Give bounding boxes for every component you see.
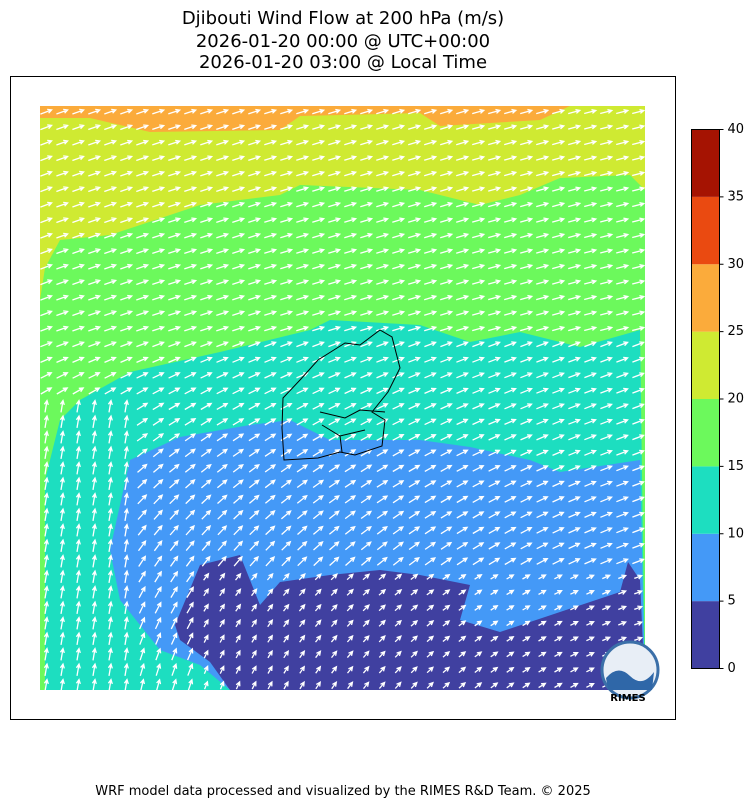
- wind-arrow-field: [40, 108, 645, 690]
- colorbar-segment: [691, 196, 720, 265]
- footer: WRF model data processed and visualized …: [95, 784, 591, 799]
- country-border: [281, 329, 401, 461]
- colorbar-tick-label: 35: [728, 189, 745, 204]
- map-frame: [10, 76, 676, 720]
- title-line: 2026-01-20 00:00 @ UTC+00:00: [196, 31, 490, 52]
- logo-wave: [606, 670, 654, 690]
- colorbar-tick-label: 0: [728, 661, 736, 676]
- logo-text: RIMES: [610, 693, 645, 704]
- colorbar-frame: [691, 129, 720, 669]
- colorbar-segment: [691, 264, 720, 332]
- colorbar: 0 5 10 15 20 25 30 35 40: [691, 122, 745, 676]
- colorbar-tick-label: 20: [728, 392, 745, 407]
- colorbar-tick-label: 5: [728, 594, 736, 609]
- colorbar-segment: [691, 533, 720, 602]
- title-line: 2026-01-20 03:00 @ Local Time: [199, 52, 487, 73]
- colorbar-segment: [691, 399, 720, 467]
- colorbar-segment: [691, 601, 720, 669]
- title-line: Djibouti Wind Flow at 200 hPa (m/s): [182, 8, 504, 29]
- colorbar-tick-label: 15: [728, 459, 745, 474]
- colorbar-segment: [691, 129, 720, 197]
- colorbar-segment: [691, 466, 720, 534]
- wind-arrows: [40, 108, 645, 690]
- logo: RIMES: [600, 640, 660, 704]
- colorbar-tick-label: 25: [728, 324, 745, 339]
- colorbar-tick-label: 40: [728, 122, 745, 137]
- colorbar-tick-label: 10: [728, 526, 745, 541]
- colorbar-segment: [691, 331, 720, 399]
- map-field: [40, 106, 645, 690]
- colorbar-tick-label: 30: [728, 257, 745, 272]
